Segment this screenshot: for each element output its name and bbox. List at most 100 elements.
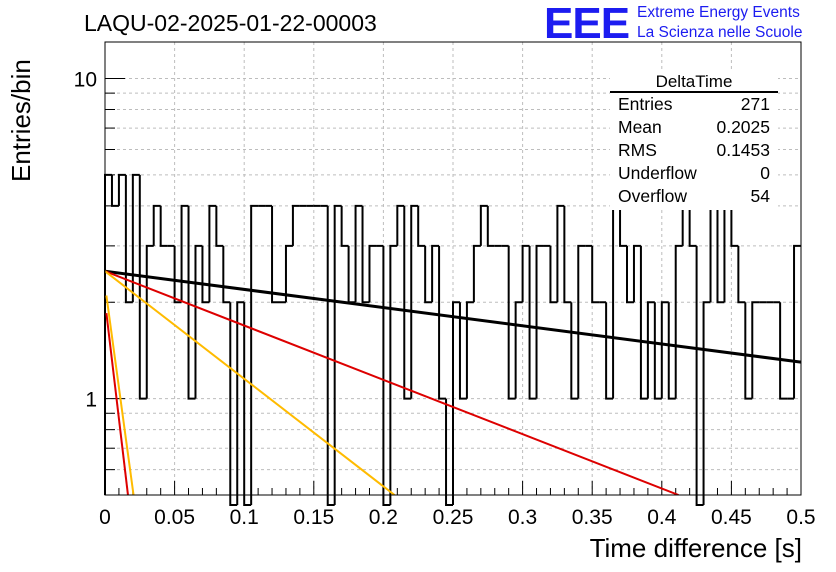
histogram-bin xyxy=(619,205,627,247)
histogram-bin xyxy=(131,173,140,303)
histogram-bin xyxy=(709,204,718,303)
histogram-bin xyxy=(507,245,516,400)
histogram-bin xyxy=(472,244,481,303)
stats-value: 271 xyxy=(740,94,770,114)
x-tick-label: 0.3 xyxy=(508,506,537,529)
stats-row-overflow: Overflow 54 xyxy=(618,186,770,209)
histogram-bin xyxy=(152,204,161,246)
y-tick-label: 1 xyxy=(85,389,97,412)
y-axis-label: Entries/bin xyxy=(6,59,36,182)
histogram-bin xyxy=(458,302,467,400)
histogram-bin xyxy=(145,244,154,399)
histogram-bin xyxy=(528,245,537,400)
x-tick-label: 0.35 xyxy=(572,506,613,529)
histogram-bin xyxy=(361,205,370,304)
stats-key: Mean xyxy=(618,117,662,137)
histogram-bin xyxy=(730,205,739,247)
stats-key: Entries xyxy=(618,94,673,114)
histogram-bin xyxy=(236,301,245,505)
x-tick-label: 0.1 xyxy=(230,506,259,529)
x-tick-label: 0.5 xyxy=(786,506,815,529)
stats-row-rms: RMS 0.1453 xyxy=(618,140,770,163)
histogram-bin xyxy=(639,245,648,400)
histogram-bin xyxy=(138,174,147,400)
histogram-bin xyxy=(173,245,182,304)
histogram-bin xyxy=(389,244,398,505)
eee-logo: EEE xyxy=(544,0,630,48)
x-tick-label: 0.45 xyxy=(711,506,752,529)
histogram-bin xyxy=(382,245,391,506)
histogram-bin xyxy=(117,173,126,206)
histogram-bin xyxy=(674,244,683,399)
histogram-bin xyxy=(646,301,655,399)
histogram-bin xyxy=(243,302,252,506)
histogram-bin xyxy=(208,204,217,303)
stats-row-underflow: Underflow 0 xyxy=(618,163,770,186)
histogram-bin xyxy=(187,205,196,400)
histogram-bin xyxy=(215,205,224,247)
stats-value: 54 xyxy=(750,186,770,206)
histogram-bin xyxy=(222,245,231,304)
histogram-bin xyxy=(591,245,600,304)
histogram-bin xyxy=(340,205,349,247)
histogram-bin xyxy=(445,398,453,506)
histogram-bin xyxy=(535,244,544,399)
plot-frame xyxy=(104,41,802,496)
x-tick-label: 0 xyxy=(99,506,111,529)
stats-key: Overflow xyxy=(618,186,688,206)
histogram-bin xyxy=(354,204,363,303)
histogram-bin xyxy=(431,244,440,303)
histogram-bin xyxy=(779,302,788,400)
histogram-bin xyxy=(396,204,405,246)
histogram-bin xyxy=(563,205,572,304)
chart-title: LAQU-02-2025-01-22-00003 xyxy=(84,10,377,36)
fit-line xyxy=(105,312,129,495)
histogram-bin xyxy=(716,205,725,304)
x-tick-label: 0.15 xyxy=(293,506,334,529)
histogram-bin xyxy=(793,244,801,399)
histogram-bin xyxy=(417,205,426,247)
y-tick-label: 10 xyxy=(74,68,97,91)
x-tick-label: 0.4 xyxy=(647,506,677,529)
histogram-bin xyxy=(410,204,419,399)
x-tick-label: 0.25 xyxy=(433,506,474,529)
histogram-bin xyxy=(549,245,558,304)
histogram-bin xyxy=(180,204,189,303)
histogram-bin xyxy=(688,205,697,247)
stats-divider xyxy=(610,91,778,93)
histogram-bin xyxy=(284,244,293,303)
logo-subtitle-2: La Scienza nelle Scuole xyxy=(637,24,803,41)
fit-line xyxy=(105,269,801,364)
fit-line xyxy=(105,270,679,495)
histogram-bin xyxy=(326,205,335,506)
histogram-bin xyxy=(681,204,690,246)
histogram-bin xyxy=(632,244,641,303)
histogram-bin xyxy=(159,205,168,247)
stats-row-entries: Entries 271 xyxy=(618,94,770,117)
x-tick-label: 0.05 xyxy=(154,506,195,529)
histogram-bin xyxy=(486,205,495,247)
histogram-bin xyxy=(667,302,676,400)
stats-value: 0 xyxy=(760,163,770,183)
histogram-bin xyxy=(605,302,614,400)
histogram-bin xyxy=(744,302,753,400)
histogram-bin xyxy=(556,204,565,303)
histogram-bin xyxy=(702,301,711,505)
histogram-bin xyxy=(626,245,634,304)
histogram-bin xyxy=(201,245,210,304)
stats-value: 0.2025 xyxy=(716,117,770,137)
x-tick-label: 0.2 xyxy=(369,506,398,529)
stats-value: 0.1453 xyxy=(716,140,770,160)
histogram-bin xyxy=(438,245,447,400)
histogram-bin xyxy=(424,245,433,304)
histogram-bin xyxy=(250,204,259,505)
histogram-bin xyxy=(737,245,746,304)
histogram-bin xyxy=(653,302,662,400)
fit-line xyxy=(105,270,396,495)
histogram-bin xyxy=(368,244,377,303)
histogram-bin xyxy=(194,244,203,399)
histogram-bin xyxy=(751,301,760,399)
stats-box: DeltaTime Entries 271 Mean 0.2025 RMS 0.… xyxy=(610,70,778,210)
x-axis-label: Time difference [s] xyxy=(589,533,802,563)
histogram-bin xyxy=(124,174,133,304)
